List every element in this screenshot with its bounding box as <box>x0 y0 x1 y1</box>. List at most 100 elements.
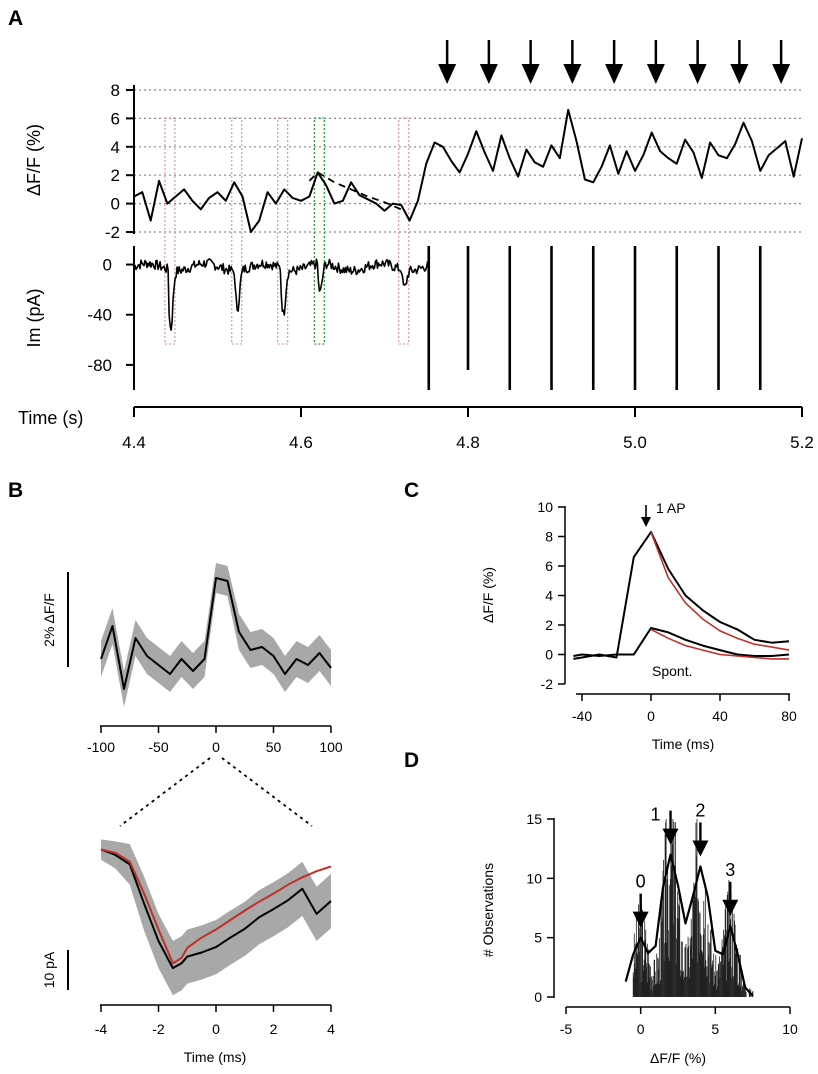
c-xtick-label: 0 <box>647 708 655 724</box>
d-peak-label: 1 <box>651 805 661 825</box>
a-top-fit-line <box>308 171 402 211</box>
a-stimulus-arrow-head <box>438 64 457 84</box>
a-event-box <box>164 117 176 345</box>
a-bottom-yticks: 0 -40 -80 <box>87 256 134 375</box>
c-ytick-label: 8 <box>545 529 553 545</box>
d-ytick-label: 5 <box>534 930 542 946</box>
a-stimulus-arrow-head <box>772 64 791 84</box>
b-bottom-xtick-label: -2 <box>152 1021 165 1037</box>
a-spike-artifacts <box>427 246 762 390</box>
d-peak-label: 2 <box>695 800 705 820</box>
d-yticks: 15 10 5 0 <box>526 811 554 1005</box>
b-bottom-sem-band <box>101 839 331 996</box>
c-xticks: -40 0 40 80 <box>572 694 797 724</box>
a-bottom-ytick-label: 0 <box>103 256 112 275</box>
b-bottom-xticks: -4 -2 0 2 4 <box>95 1005 335 1037</box>
b-top-mean-line <box>100 577 332 690</box>
c-series-spont-fit <box>650 628 789 660</box>
b-top-xtick-label: 0 <box>212 739 220 755</box>
c-ap-annotation: 1 AP <box>656 500 686 516</box>
a-xtick-label: 4.6 <box>289 433 313 452</box>
d-ytick-label: 10 <box>526 870 542 886</box>
d-peak-arrow-head <box>662 828 679 845</box>
b-top-xtick-label: 50 <box>266 739 282 755</box>
d-ytick-label: 15 <box>526 811 542 827</box>
b-bottom-xtick-label: -4 <box>95 1021 108 1037</box>
a-stimulus-arrow-head <box>646 64 665 84</box>
d-xtick-label: 0 <box>637 1021 645 1037</box>
b-zoom-line-right <box>221 757 313 827</box>
a-stimulus-arrow-head <box>521 64 540 84</box>
b-bottom-mean-line <box>100 848 332 970</box>
a-bottom-current-trace <box>133 258 429 331</box>
a-top-yticks: 8 6 4 2 0 -2 <box>105 81 134 242</box>
d-peak-arrow-head <box>722 899 739 916</box>
a-xtick-label: 5.2 <box>790 433 814 452</box>
b-bottom-xlabel: Time (ms) <box>184 1049 246 1065</box>
a-event-box <box>231 117 243 345</box>
a-xtick-label: 5.0 <box>623 433 647 452</box>
b-bottom-fit-line <box>100 848 332 965</box>
a-xlabel: Time (s) <box>18 408 83 428</box>
a-gridlines <box>134 89 802 233</box>
panel-label-a: A <box>8 7 23 30</box>
b-top-xtick-label: -100 <box>87 739 115 755</box>
a-stimulus-arrow-head <box>730 64 749 84</box>
a-top-ytick-label: 0 <box>111 195 120 214</box>
d-peak-label: 3 <box>725 860 735 880</box>
c-ytick-label: 4 <box>545 588 553 604</box>
b-bottom-xtick-label: 2 <box>270 1021 278 1037</box>
a-event-box <box>398 117 410 345</box>
d-peak-arrow-head <box>692 840 709 857</box>
a-event-box <box>313 117 326 345</box>
a-top-ytick-label: 4 <box>111 138 120 157</box>
a-xticks: 4.4 4.6 4.8 5.0 5.2 <box>122 407 814 452</box>
a-stimulus-arrow-head <box>605 64 624 84</box>
panel-label-d: D <box>404 749 419 772</box>
a-top-ytick-label: 8 <box>111 81 120 100</box>
a-bottom-ytick-label: -80 <box>87 356 112 375</box>
c-ap-arrow-head <box>641 517 651 527</box>
b-top-xtick-label: -50 <box>148 739 168 755</box>
panel-label-c: C <box>404 479 419 502</box>
d-histogram-bars <box>632 819 754 997</box>
a-bottom-ytick-label: -40 <box>87 306 112 325</box>
a-xtick-label: 4.8 <box>456 433 480 452</box>
a-top-ytick-label: -2 <box>105 223 120 242</box>
panel-label-b: B <box>8 479 23 502</box>
c-ytick-label: 10 <box>537 499 553 515</box>
b-bottom-scalebar-label: 10 pA <box>41 951 57 988</box>
d-xlabel: ΔF/F (%) <box>650 1050 706 1066</box>
a-stimulus-arrow-head <box>479 64 498 84</box>
d-xticks: -5 0 5 10 <box>560 1007 798 1037</box>
d-peak-arrow-head <box>632 911 649 928</box>
c-series-1-ap-fit <box>650 531 790 651</box>
c-ytick-label: 2 <box>545 617 553 633</box>
b-top-xtick-label: 100 <box>319 739 343 755</box>
a-event-box <box>276 117 289 345</box>
c-series-spont- <box>573 627 790 657</box>
c-xlabel: Time (ms) <box>652 736 714 752</box>
d-ytick-label: 0 <box>534 989 542 1005</box>
c-yticks: 10 8 6 4 2 0 -2 <box>537 499 565 692</box>
c-spont-annotation: Spont. <box>652 663 692 679</box>
c-xtick-label: 40 <box>712 708 728 724</box>
a-top-ytick-label: 2 <box>111 166 120 185</box>
a-top-series-line <box>133 108 803 233</box>
a-event-boxes <box>164 117 410 345</box>
a-stimulus-arrows <box>438 40 791 84</box>
b-top-xticks: -100 -50 0 50 100 <box>87 726 343 755</box>
b-top-sem-band <box>101 563 331 707</box>
c-xtick-label: 80 <box>781 708 797 724</box>
d-xtick-label: 10 <box>782 1021 798 1037</box>
d-peak-markers: 0 1 2 3 <box>632 800 739 928</box>
c-series-group <box>573 531 790 660</box>
b-bottom-xtick-label: 0 <box>212 1021 220 1037</box>
c-ytick-label: -2 <box>541 676 554 692</box>
a-bottom-ylabel: Im (pA) <box>24 288 44 347</box>
a-top-ylabel: ΔF/F (%) <box>24 124 44 196</box>
b-bottom-xtick-label: 4 <box>327 1021 335 1037</box>
c-xtick-label: -40 <box>572 708 592 724</box>
d-peak-label: 0 <box>636 872 646 892</box>
